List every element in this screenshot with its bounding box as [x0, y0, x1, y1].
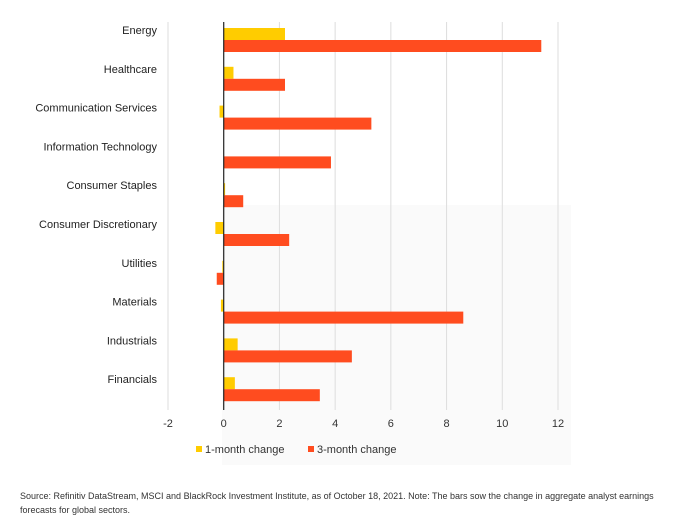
x-axis-tick-labels: -2 0 2 4 6 8 10 12 — [163, 418, 564, 430]
category-label: Industrials — [107, 335, 158, 347]
bar-3-month — [216, 272, 224, 285]
bar-3-month — [223, 40, 542, 52]
bar-3-month — [223, 195, 244, 208]
bar-1-month — [223, 66, 234, 79]
category-label: Communication Services — [35, 103, 157, 115]
tick-label: 8 — [444, 418, 450, 430]
category-label: Healthcare — [104, 64, 157, 76]
category-label: Information Technology — [43, 141, 157, 153]
bar-3-month — [223, 350, 352, 363]
category-label: Materials — [112, 297, 157, 309]
bar-3-month — [223, 117, 372, 130]
bar-1-month — [223, 28, 285, 40]
bar-3-month — [223, 311, 464, 324]
legend: 1-month change 3-month change — [196, 444, 397, 456]
bar-1-month — [222, 260, 224, 273]
category-label: Utilities — [122, 258, 158, 270]
tick-label: 12 — [552, 418, 564, 430]
category-label: Consumer Staples — [67, 180, 158, 192]
bar-1-month — [223, 338, 238, 351]
legend-label-1-month: 1-month change — [205, 444, 285, 456]
bar-1-month — [223, 377, 235, 390]
category-label: Energy — [122, 25, 157, 37]
bar-3-month — [223, 389, 320, 402]
source-note: Source: Refinitiv DataStream, MSCI and B… — [20, 491, 654, 515]
legend-swatch-3-month — [308, 446, 314, 452]
tick-label: -2 — [163, 418, 173, 430]
category-label: Consumer Discretionary — [39, 219, 157, 231]
bar-1-month — [215, 222, 224, 234]
bar-1-month — [219, 105, 224, 118]
bar-1-month — [223, 183, 226, 196]
tick-label: 6 — [388, 418, 394, 430]
plot-background — [222, 205, 571, 465]
bar-3-month — [223, 234, 290, 246]
bar-3-month — [223, 78, 285, 91]
bar-3-month — [223, 156, 331, 169]
category-label: Financials — [107, 374, 157, 386]
bars — [215, 28, 542, 402]
tick-label: 4 — [332, 418, 338, 430]
tick-label: 10 — [496, 418, 508, 430]
bar-chart: Energy Healthcare Communication Services In… — [35, 22, 571, 465]
legend-label-3-month: 3-month change — [317, 444, 397, 456]
category-labels: Energy Healthcare Communication Services In… — [35, 25, 157, 386]
bar-1-month — [220, 299, 224, 312]
tick-label: 0 — [221, 418, 227, 430]
legend-swatch-1-month — [196, 446, 202, 452]
tick-label: 2 — [276, 418, 282, 430]
chart-area: Energy Healthcare Communication Services In… — [35, 22, 571, 465]
